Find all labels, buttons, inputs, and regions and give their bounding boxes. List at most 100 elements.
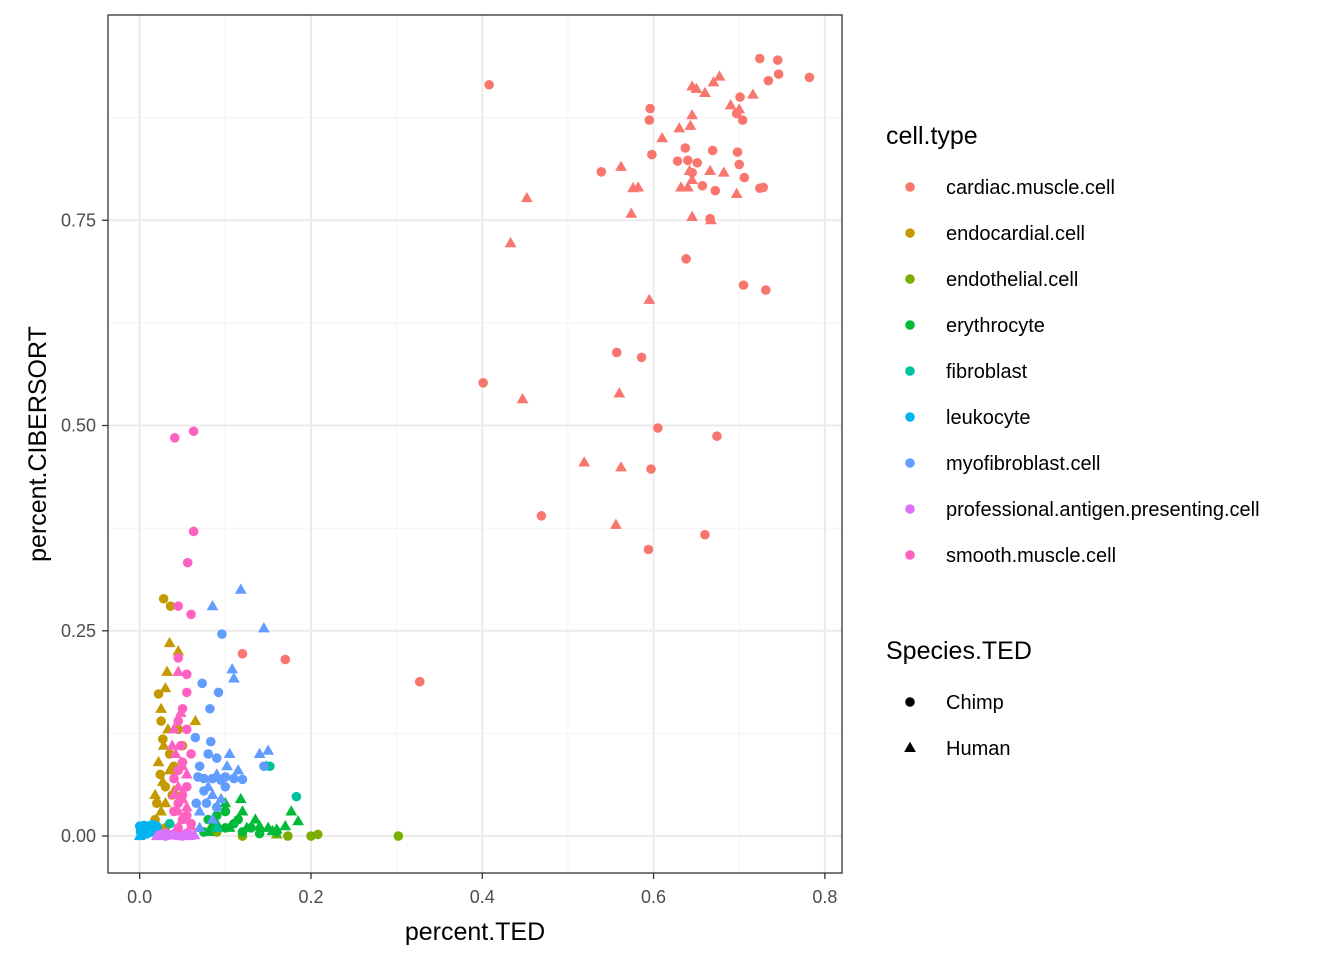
data-point (176, 792, 189, 804)
data-point (206, 788, 219, 800)
legend-label: cardiac.muscle.cell (946, 177, 1115, 199)
data-point (625, 207, 638, 218)
legend-label: endocardial.cell (946, 223, 1085, 245)
data-point (197, 678, 208, 689)
data-point (285, 805, 298, 816)
data-point (683, 155, 693, 166)
data-point (232, 764, 245, 775)
data-point (211, 753, 222, 763)
legend-label: fibroblast (946, 361, 1028, 383)
data-point (280, 654, 291, 665)
data-point (185, 820, 197, 831)
data-point (646, 464, 656, 474)
data-point (205, 703, 215, 714)
data-point (596, 167, 607, 177)
data-point (279, 820, 292, 831)
data-point (181, 781, 192, 792)
data-point (158, 734, 168, 744)
legend-key-circle (905, 274, 915, 284)
y-tick-label: 0.75 (61, 210, 96, 230)
data-point (163, 636, 176, 648)
data-point (707, 145, 718, 156)
data-point (155, 805, 167, 816)
data-point (253, 820, 266, 831)
data-point (656, 131, 669, 143)
data-point (773, 69, 784, 79)
x-tick-label: 0.8 (812, 887, 837, 907)
legend-key-circle (905, 504, 915, 514)
data-point (172, 665, 185, 676)
data-point (578, 456, 591, 467)
data-point (157, 827, 170, 838)
data-point (229, 773, 239, 784)
data-point (478, 378, 488, 388)
data-point (686, 108, 699, 120)
data-point (193, 821, 206, 832)
data-point (763, 75, 774, 86)
data-point (188, 426, 199, 437)
data-point (414, 676, 425, 687)
data-point (223, 821, 236, 832)
data-point (705, 214, 717, 225)
data-point (186, 609, 196, 620)
data-point (228, 672, 240, 683)
data-point (158, 593, 169, 604)
data-point (221, 760, 233, 771)
data-point (504, 237, 517, 248)
data-point (283, 831, 293, 841)
data-point (236, 805, 249, 816)
legend-label: erythrocyte (946, 315, 1045, 337)
data-point (536, 511, 547, 521)
data-point (156, 775, 169, 786)
legend-label: leukocyte (946, 407, 1031, 429)
data-point (254, 828, 265, 839)
x-tick-label: 0.0 (127, 887, 152, 907)
data-point (259, 761, 269, 772)
data-point (672, 156, 683, 166)
data-point (168, 723, 180, 734)
data-point (636, 352, 647, 363)
data-point (291, 791, 302, 802)
y-axis-title: percent.CIBERSORT (24, 326, 52, 562)
data-point (686, 173, 699, 185)
data-point (270, 823, 283, 834)
data-point (161, 665, 173, 676)
data-point (168, 788, 180, 800)
data-point (172, 780, 185, 791)
data-point (697, 180, 708, 191)
legend-label: Human (946, 738, 1010, 760)
data-point (738, 280, 749, 290)
data-point (180, 801, 193, 812)
data-point (732, 147, 743, 157)
data-point (611, 347, 622, 358)
data-point (205, 736, 216, 747)
legend-key-circle (905, 458, 915, 468)
data-point (152, 798, 162, 809)
data-point (210, 768, 223, 779)
data-point (306, 831, 316, 841)
data-point (223, 747, 236, 758)
data-point (234, 583, 247, 594)
data-point (632, 181, 645, 192)
data-point (292, 815, 305, 826)
data-point (194, 761, 205, 772)
data-point (684, 119, 697, 130)
data-point (760, 285, 771, 295)
data-point (690, 82, 703, 93)
data-point (202, 780, 215, 791)
data-point (206, 813, 219, 824)
x-axis-title: percent.TED (405, 918, 545, 946)
data-point (165, 601, 176, 611)
data-point (189, 714, 202, 726)
data-point (615, 160, 627, 171)
data-point (724, 99, 737, 110)
data-point (169, 773, 179, 784)
data-point (164, 818, 175, 829)
grid-minor (108, 15, 842, 873)
data-point (181, 724, 192, 735)
data-point (190, 732, 201, 743)
legend-key-circle (905, 320, 915, 330)
color-legend: cell.type cardiac.muscle.cell endocardial… (886, 122, 1260, 567)
data-point (681, 254, 691, 264)
